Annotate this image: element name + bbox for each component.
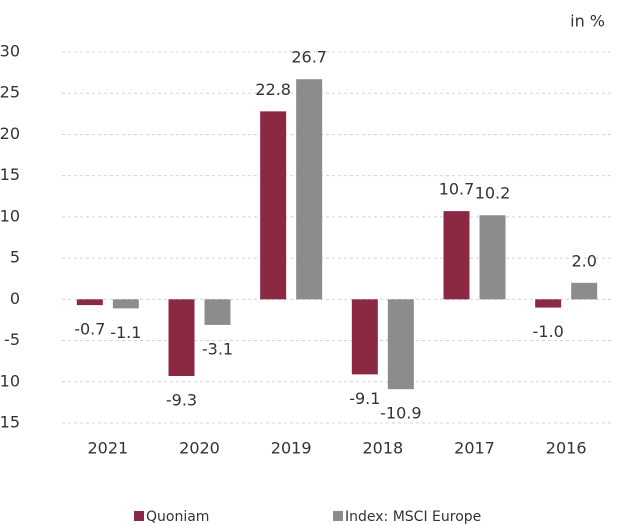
x-tick-label: 2020 [179, 439, 220, 458]
bar [260, 111, 287, 300]
bar [479, 215, 506, 300]
x-tick-label: 2021 [87, 439, 128, 458]
y-tick-label: 5 [10, 248, 20, 267]
value-label: -0.7 [74, 320, 105, 339]
y-tick-label: 30 [0, 42, 20, 61]
y-tick-label: -10 [0, 371, 20, 390]
value-label: 26.7 [291, 48, 327, 67]
value-label: -1.1 [110, 323, 141, 342]
legend-label: Quoniam [146, 509, 209, 525]
value-label: 10.7 [439, 180, 475, 199]
value-label: -9.3 [166, 391, 197, 410]
value-label: 22.8 [255, 80, 291, 99]
bar [76, 299, 103, 306]
x-tick-label: 2019 [271, 439, 312, 458]
legend-swatch [134, 511, 144, 521]
bar [571, 282, 598, 300]
y-tick-label: 25 [0, 83, 20, 102]
y-tick-label: 20 [0, 124, 20, 143]
y-tick-label: 0 [10, 289, 20, 308]
legend-label: Index: MSCI Europe [345, 509, 481, 525]
bar [204, 299, 231, 325]
x-tick-label: 2018 [362, 439, 403, 458]
bar [296, 79, 323, 300]
x-tick-label: 2017 [454, 439, 495, 458]
value-label: -10.9 [380, 404, 421, 423]
legend-swatch [333, 511, 343, 521]
bar [535, 299, 562, 308]
value-label: -1.0 [533, 322, 564, 341]
bar [387, 299, 414, 390]
value-label: 2.0 [571, 251, 596, 270]
x-tick-label: 2016 [546, 439, 587, 458]
y-tick-label: 15 [0, 165, 20, 184]
value-label: -3.1 [202, 339, 233, 358]
value-label: -9.1 [349, 389, 380, 408]
bar [168, 299, 195, 377]
y-axis-label: in % [570, 12, 605, 31]
value-label: 10.2 [475, 184, 511, 203]
bar [443, 211, 470, 300]
y-tick-label: -5 [4, 330, 20, 349]
bar [351, 299, 378, 375]
y-tick-label: 10 [0, 206, 20, 225]
bar [112, 299, 139, 309]
y-tick-label: -15 [0, 413, 20, 432]
